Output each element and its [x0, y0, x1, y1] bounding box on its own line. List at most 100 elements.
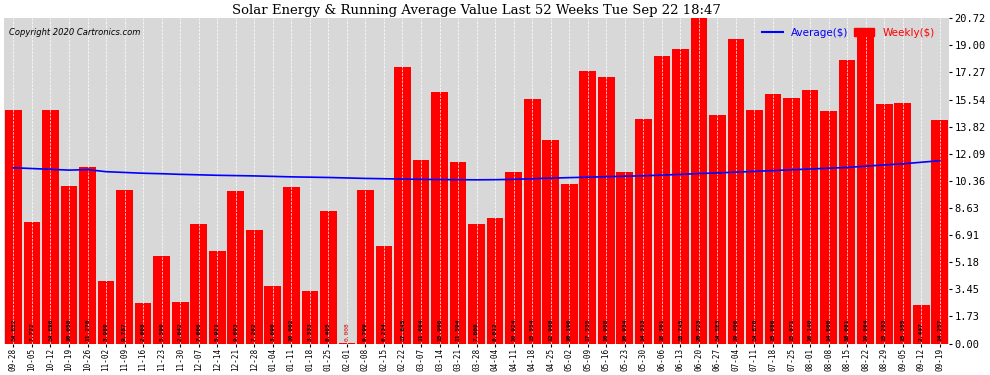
Bar [246, 230, 262, 344]
Text: 19.864: 19.864 [863, 319, 868, 341]
Bar [543, 140, 559, 344]
Bar [821, 111, 837, 344]
Bar [598, 77, 615, 344]
Bar [375, 246, 392, 344]
Text: 12.988: 12.988 [548, 319, 553, 341]
Bar [79, 166, 96, 344]
Text: 15.283: 15.283 [882, 319, 887, 341]
Bar [43, 110, 58, 344]
Bar [764, 94, 781, 344]
Text: 8.465: 8.465 [326, 322, 331, 341]
Bar [524, 99, 541, 344]
Text: 14.313: 14.313 [641, 319, 645, 341]
Legend: Average($), Weekly($): Average($), Weekly($) [757, 24, 940, 42]
Text: 15.996: 15.996 [437, 319, 443, 341]
Text: 3.690: 3.690 [270, 322, 275, 341]
Text: 10.196: 10.196 [566, 319, 572, 341]
Bar [617, 172, 634, 344]
Bar [802, 90, 819, 344]
Text: 14.896: 14.896 [48, 319, 53, 341]
Text: 20.723: 20.723 [696, 319, 702, 341]
Bar [449, 162, 466, 344]
Text: 15.355: 15.355 [900, 319, 905, 341]
Bar [5, 110, 22, 344]
Text: 2.608: 2.608 [141, 322, 146, 341]
Text: 7.722: 7.722 [30, 322, 35, 341]
Text: 15.671: 15.671 [789, 319, 794, 341]
Bar [172, 302, 188, 344]
Text: 9.693: 9.693 [234, 322, 239, 341]
Bar [894, 102, 911, 344]
Text: 3.989: 3.989 [104, 322, 109, 341]
Bar [561, 183, 577, 344]
Bar [98, 281, 115, 344]
Text: 5.599: 5.599 [159, 322, 164, 341]
Bar [857, 32, 874, 344]
Bar [672, 50, 689, 344]
Text: 7.606: 7.606 [196, 322, 201, 341]
Text: 10.934: 10.934 [623, 319, 628, 341]
Bar [190, 224, 207, 344]
Bar [932, 120, 948, 344]
Text: 14.257: 14.257 [938, 319, 942, 341]
Text: 14.808: 14.808 [826, 319, 831, 341]
Text: 16.988: 16.988 [604, 319, 609, 341]
Text: 11.664: 11.664 [419, 319, 424, 341]
Bar [746, 110, 763, 344]
Text: 3.333: 3.333 [307, 322, 313, 341]
Text: 8.012: 8.012 [493, 322, 498, 341]
Bar [394, 67, 411, 344]
Text: 11.594: 11.594 [455, 319, 460, 341]
Bar [413, 160, 430, 344]
Bar [579, 72, 596, 344]
Text: 17.645: 17.645 [400, 319, 405, 341]
Bar [468, 224, 485, 344]
Bar [691, 18, 707, 344]
Bar [264, 286, 281, 344]
Text: 7.262: 7.262 [251, 322, 256, 341]
Bar [209, 251, 226, 344]
Bar [228, 191, 245, 344]
Text: Copyright 2020 Cartronics.com: Copyright 2020 Cartronics.com [9, 28, 141, 37]
Text: 18.745: 18.745 [678, 319, 683, 341]
Bar [432, 93, 447, 344]
Bar [60, 186, 77, 344]
Bar [876, 104, 893, 344]
Bar [653, 56, 670, 344]
Text: 15.554: 15.554 [530, 319, 535, 341]
Bar [505, 172, 522, 344]
Bar [135, 303, 151, 344]
Text: 18.081: 18.081 [844, 319, 849, 341]
Bar [487, 218, 504, 344]
Bar [153, 256, 170, 344]
Bar [24, 222, 41, 344]
Text: 14.583: 14.583 [715, 319, 720, 341]
Bar [635, 119, 651, 344]
Bar [913, 305, 930, 344]
Text: 11.276: 11.276 [85, 319, 90, 341]
Text: 14.870: 14.870 [752, 319, 757, 341]
Bar [283, 186, 300, 344]
Text: 18.301: 18.301 [659, 319, 664, 341]
Title: Solar Energy & Running Average Value Last 52 Weeks Tue Sep 22 18:47: Solar Energy & Running Average Value Las… [233, 4, 721, 17]
Bar [116, 190, 133, 344]
Text: 15.886: 15.886 [770, 319, 775, 341]
Text: 10.924: 10.924 [511, 319, 516, 341]
Bar [709, 115, 726, 344]
Text: 9.799: 9.799 [363, 322, 368, 341]
Text: 17.335: 17.335 [585, 319, 590, 341]
Bar [839, 60, 855, 344]
Text: 2.447: 2.447 [919, 322, 924, 341]
Text: 10.002: 10.002 [289, 319, 294, 341]
Text: 5.921: 5.921 [215, 322, 220, 341]
Bar [728, 39, 744, 344]
Bar [783, 98, 800, 344]
Text: 7.608: 7.608 [474, 322, 479, 341]
Text: 16.140: 16.140 [808, 319, 813, 341]
Bar [302, 291, 318, 344]
Text: 6.234: 6.234 [381, 322, 386, 341]
Text: 2.642: 2.642 [177, 322, 183, 341]
Bar [357, 190, 374, 344]
Text: 0.008: 0.008 [345, 322, 349, 341]
Text: 19.406: 19.406 [734, 319, 739, 341]
